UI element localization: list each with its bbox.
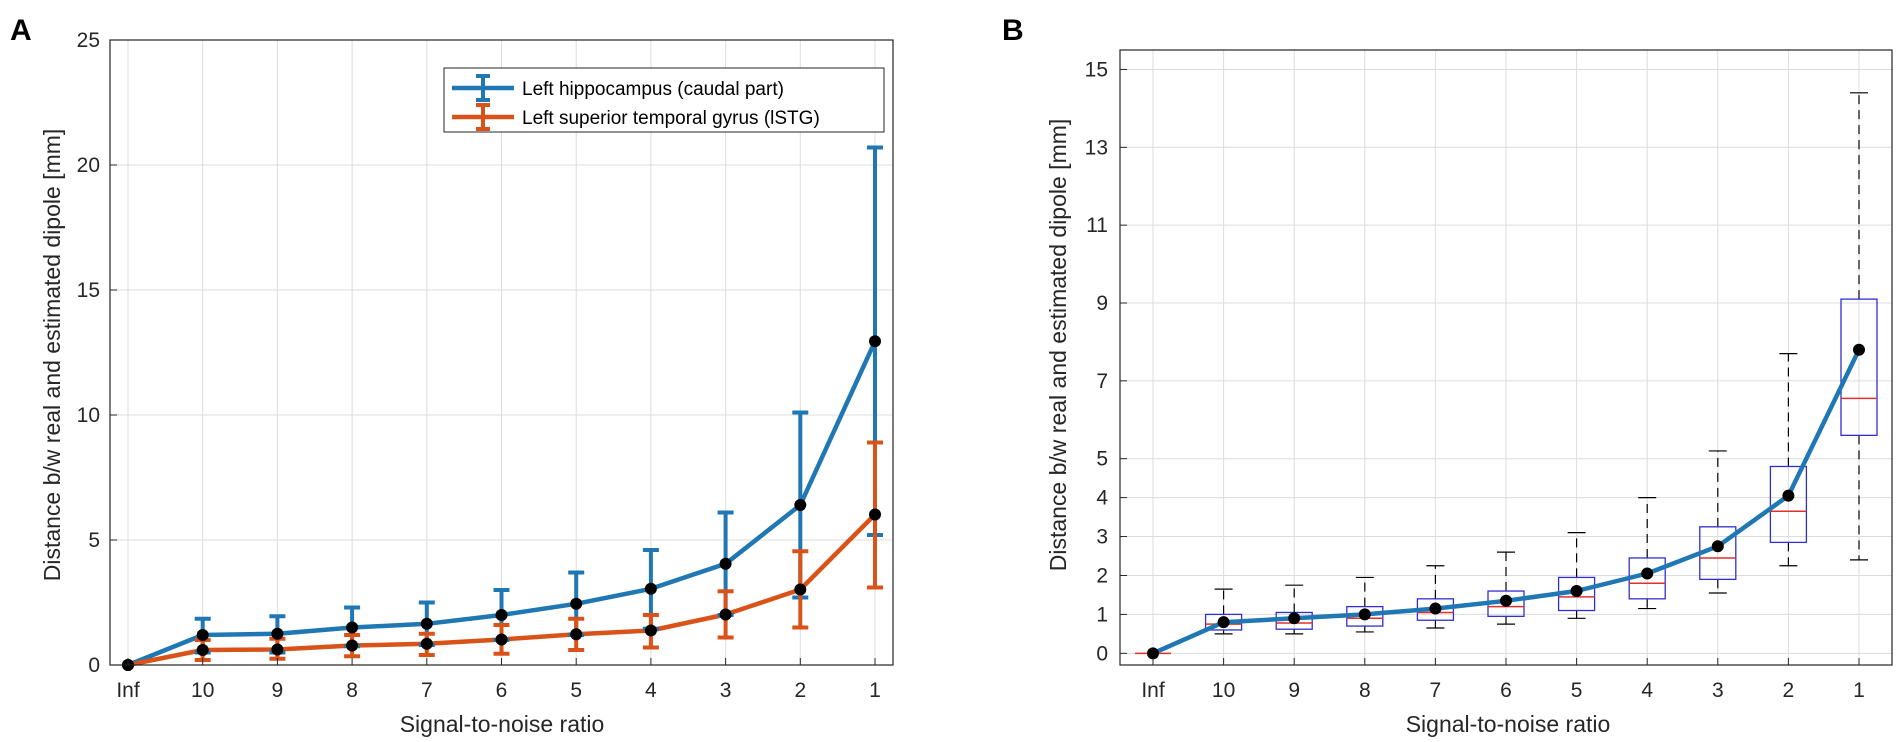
grid-a (110, 39, 893, 666)
data-point-1 (869, 508, 881, 521)
panel-label-b: B (1002, 14, 1024, 47)
mean-point (1358, 608, 1371, 621)
legend-symbol-lstg (452, 103, 514, 131)
x-tick-label-b: 4 (1641, 679, 1653, 702)
data-point-0 (495, 609, 508, 621)
data-point-0 (570, 597, 583, 610)
data-point-1 (719, 608, 732, 621)
x-tick-label-a: 9 (272, 679, 284, 702)
data-point-0 (794, 499, 807, 511)
mean-point (1570, 585, 1583, 598)
x-axis-label-b: Signal-to-noise ratio (1406, 711, 1611, 737)
data-point-0 (644, 582, 657, 595)
mean-point (1782, 489, 1795, 502)
x-tick-label-b: 10 (1212, 679, 1235, 702)
mean-point (1147, 647, 1159, 660)
x-tick-label-a: 4 (645, 679, 657, 702)
data-point-1 (570, 628, 583, 641)
y-tick-label-b: 13 (1085, 136, 1108, 159)
x-tick-label-a: 10 (191, 679, 214, 702)
x-tick-label-b: Inf (1141, 679, 1165, 702)
legend-label-lstg: Left superior temporal gyrus (lSTG) (522, 108, 820, 129)
data-point-1 (644, 624, 657, 637)
data-point-0 (271, 627, 284, 640)
y-tick-label-b: 3 (1096, 526, 1108, 549)
x-tick-label-a: 5 (570, 679, 582, 702)
x-tick-label-a: 7 (421, 679, 433, 702)
mean-point (1500, 594, 1512, 607)
data-point-0 (719, 557, 732, 570)
legend: Left hippocampus (caudal part) Left supe… (443, 67, 885, 133)
x-tick-label-b: 7 (1430, 679, 1442, 702)
y-tick-label-b: 7 (1096, 370, 1108, 393)
x-tick-label-a: 3 (720, 679, 732, 702)
x-tick-label-b: 3 (1712, 679, 1724, 702)
x-tick-label-b: 5 (1571, 679, 1583, 702)
x-tick-label-a: 2 (794, 679, 806, 702)
panel-label-a: A (10, 14, 32, 47)
points-a (122, 335, 881, 671)
y-tick-label-a: 0 (88, 654, 100, 677)
mean-points-b (1147, 343, 1865, 660)
mean-point (1429, 602, 1442, 615)
mean-point (1853, 343, 1865, 356)
y-tick-label-b: 0 (1096, 642, 1108, 665)
y-tick-label-a: 15 (77, 279, 100, 302)
x-axis-label-a: Signal-to-noise ratio (400, 711, 605, 737)
mean-point (1641, 567, 1654, 580)
y-tick-label-b: 1 (1096, 603, 1108, 626)
box-body (1769, 465, 1808, 544)
data-point-1 (346, 639, 359, 652)
error-bars-a (194, 145, 883, 662)
legend-label-hippocampus: Left hippocampus (caudal part) (522, 79, 784, 100)
data-point-0 (420, 617, 433, 630)
data-point-0 (346, 621, 359, 634)
data-point-1 (271, 643, 284, 656)
legend-symbol-hippocampus (452, 74, 514, 102)
x-tick-label-b: 1 (1853, 679, 1865, 702)
data-point-1 (495, 633, 508, 646)
mean-point (1217, 616, 1230, 629)
mean-point (1711, 540, 1724, 553)
y-axis-label-b: Distance b/w real and estimated dipole [… (1045, 119, 1071, 572)
x-tick-label-b: 8 (1359, 679, 1371, 702)
y-tick-label-b: 11 (1086, 214, 1108, 237)
x-tick-label-b: 9 (1288, 679, 1300, 702)
mean-point (1288, 612, 1301, 625)
y-tick-label-b: 15 (1085, 58, 1108, 81)
legend-box (443, 67, 885, 133)
data-point-1 (196, 644, 209, 656)
data-point-1 (794, 583, 807, 596)
y-tick-label-a: 25 (77, 29, 100, 52)
y-tick-label-b: 2 (1096, 564, 1108, 587)
y-tick-label-b: 4 (1096, 487, 1108, 510)
data-point-0 (869, 335, 881, 348)
y-tick-label-b: 9 (1096, 292, 1108, 315)
y-tick-label-a: 10 (77, 404, 100, 427)
y-tick-label-a: 5 (88, 529, 100, 552)
x-tick-label-a: 6 (496, 679, 508, 702)
x-tick-label-a: Inf (116, 679, 140, 702)
box-body (1840, 298, 1878, 436)
y-tick-label-a: 20 (77, 154, 100, 177)
data-point-1 (420, 637, 433, 650)
x-tick-label-b: 6 (1500, 679, 1512, 702)
x-tick-label-b: 2 (1783, 679, 1795, 702)
x-tick-label-a: 1 (869, 679, 881, 702)
y-tick-label-b: 5 (1096, 448, 1108, 471)
data-point-0 (196, 629, 209, 641)
x-tick-label-a: 8 (346, 679, 358, 702)
y-axis-label-a: Distance b/w real and estimated dipole [… (39, 129, 65, 582)
